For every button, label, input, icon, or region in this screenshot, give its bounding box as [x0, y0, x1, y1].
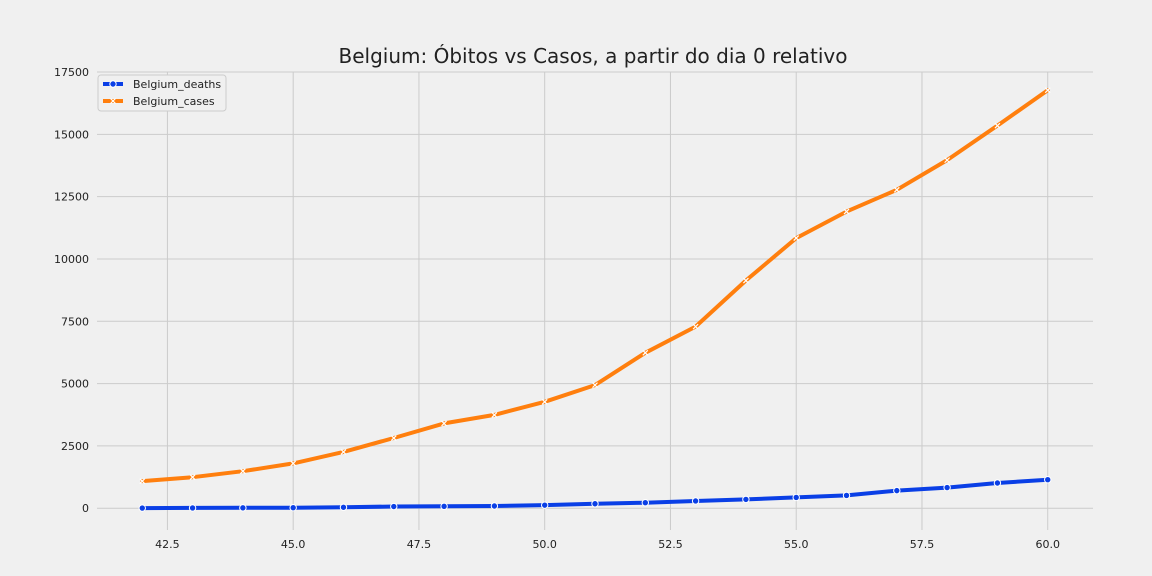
data-point-belgium-cases	[893, 186, 900, 193]
y-tick-label: 15000	[54, 128, 89, 141]
data-point-belgium-cases	[692, 323, 699, 330]
data-point-belgium-deaths	[239, 504, 247, 512]
data-point-belgium-cases	[843, 208, 850, 215]
data-point-belgium-cases	[491, 411, 498, 418]
data-point-belgium-deaths	[641, 499, 650, 507]
legend-label: Belgium_cases	[133, 95, 215, 108]
data-point-belgium-deaths	[842, 491, 851, 500]
legend-item-belgium-deaths: Belgium_deaths	[103, 78, 221, 91]
y-tick-label: 0	[82, 502, 89, 515]
y-tick-label: 17500	[54, 66, 89, 79]
y-tick-label: 5000	[61, 378, 89, 391]
data-point-belgium-deaths	[993, 479, 1002, 487]
series	[138, 87, 1052, 512]
data-point-belgium-cases	[944, 157, 951, 164]
data-point-belgium-deaths	[1044, 476, 1052, 484]
data-point-belgium-deaths	[339, 503, 348, 511]
data-point-belgium-cases	[390, 435, 397, 441]
legend: Belgium_deaths Belgium_cases	[97, 74, 227, 112]
data-point-belgium-cases	[239, 468, 246, 475]
x-tick-label: 45.0	[281, 538, 306, 551]
y-tick-label: 12500	[54, 191, 89, 204]
x-tick-label: 42.5	[155, 538, 180, 551]
data-point-belgium-cases	[793, 235, 800, 242]
data-point-belgium-deaths	[540, 501, 549, 509]
x-tick-label: 60.0	[1035, 538, 1060, 551]
data-point-belgium-deaths	[188, 504, 197, 512]
legend-box	[97, 74, 227, 112]
data-point-belgium-deaths	[440, 502, 448, 511]
data-point-belgium-cases	[189, 474, 196, 481]
data-point-belgium-deaths	[490, 502, 499, 510]
legend-item-belgium-cases: Belgium_cases	[103, 95, 215, 108]
data-point-belgium-deaths	[742, 495, 750, 504]
data-point-belgium-cases	[642, 349, 649, 356]
data-point-belgium-cases	[994, 122, 1001, 129]
y-tick-label: 7500	[61, 315, 89, 328]
data-point-belgium-deaths	[390, 502, 398, 511]
data-point-belgium-cases	[742, 277, 749, 284]
y-tick-label: 10000	[54, 253, 89, 266]
legend-label: Belgium_deaths	[133, 78, 221, 91]
grid	[97, 71, 1093, 530]
data-point-belgium-deaths	[943, 483, 951, 492]
x-tick-label: 50.0	[532, 538, 557, 551]
data-point-belgium-deaths	[893, 486, 901, 495]
data-point-belgium-deaths	[138, 504, 146, 512]
data-point-belgium-cases	[541, 398, 548, 405]
x-tick-label: 52.5	[658, 538, 683, 551]
data-point-belgium-cases	[441, 420, 448, 427]
data-point-belgium-deaths	[691, 497, 700, 505]
x-axis-ticks: 42.5 45.0 47.5 50.0 52.5 55.0 57.5 60.0	[155, 538, 1060, 551]
data-point-belgium-deaths	[289, 503, 297, 512]
y-axis-ticks: 0 2500 5000 7500 10000 12500 15000 17500	[54, 66, 89, 515]
data-point-belgium-deaths	[792, 493, 800, 502]
data-point-belgium-cases	[1044, 87, 1051, 94]
data-point-belgium-cases	[340, 449, 347, 455]
series-line-belgium-cases	[140, 88, 1050, 484]
data-point-belgium-cases	[290, 460, 297, 467]
x-tick-label: 55.0	[784, 538, 809, 551]
y-tick-label: 2500	[61, 440, 89, 453]
x-tick-label: 47.5	[407, 538, 432, 551]
chart-title: Belgium: Óbitos vs Casos, a partir do di…	[339, 44, 848, 68]
x-tick-label: 57.5	[910, 538, 935, 551]
data-point-belgium-cases	[592, 382, 598, 389]
data-point-belgium-deaths	[591, 500, 599, 508]
data-point-belgium-cases	[139, 478, 146, 485]
